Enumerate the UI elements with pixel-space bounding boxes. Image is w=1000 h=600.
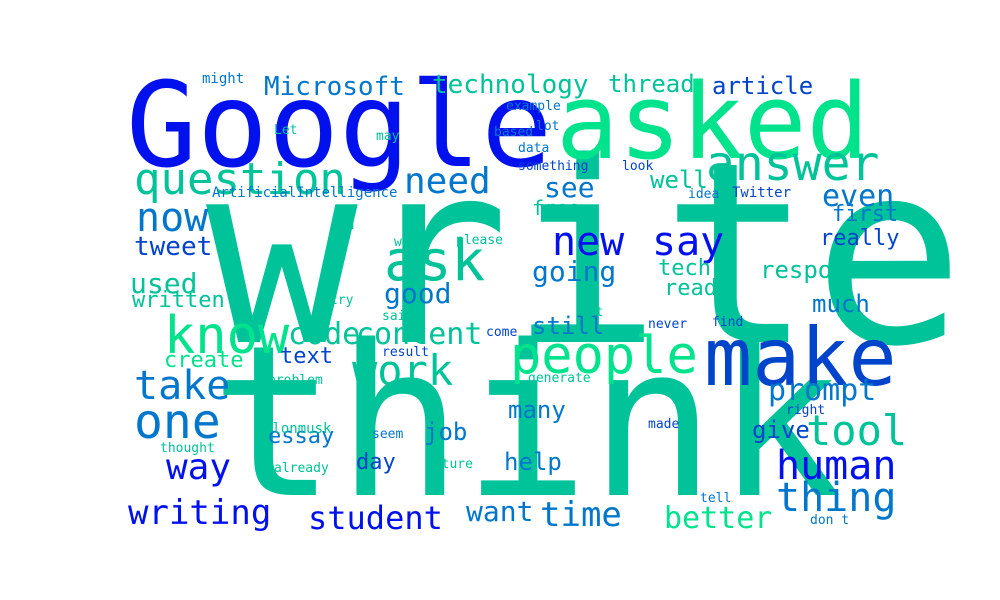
cloud-word-google: Google	[126, 56, 553, 194]
cloud-word-bot: bot	[580, 305, 604, 320]
cloud-word-don-t: don t	[810, 513, 850, 528]
cloud-word-look: look	[622, 159, 654, 174]
cloud-word-technology: technology	[432, 70, 589, 100]
cloud-word-many: many	[508, 396, 566, 424]
cloud-word-tweet: tweet	[134, 232, 213, 262]
cloud-word-based: based	[494, 125, 534, 140]
cloud-word-student: student	[308, 499, 443, 537]
cloud-word-people: people	[510, 326, 698, 386]
cloud-word-never: never	[648, 317, 688, 332]
cloud-word-come: come	[486, 325, 518, 340]
cloud-word-better: better	[664, 501, 773, 536]
cloud-word-even: even	[822, 179, 895, 214]
cloud-word-essay: essay	[268, 424, 335, 449]
cloud-word-know: know	[164, 306, 290, 366]
cloud-word-let: Let	[274, 123, 298, 138]
cloud-word-say: say	[652, 219, 725, 265]
cloud-word-time: time	[540, 495, 622, 535]
cloud-word-please: please	[456, 233, 503, 248]
cloud-word-free: free	[532, 196, 581, 220]
cloud-word-may: may	[376, 129, 400, 144]
cloud-word-writing: writing	[128, 493, 272, 533]
cloud-word-twitter: Twitter	[732, 185, 792, 201]
cloud-word-thread: thread	[608, 70, 695, 98]
cloud-word-read: read	[664, 276, 717, 301]
cloud-word-need: need	[404, 161, 491, 202]
cloud-word-response: response	[760, 256, 876, 284]
cloud-word-data: data	[518, 141, 550, 156]
cloud-word-right: right	[786, 403, 826, 418]
cloud-word-artificialintelligence: ArtificialIntelligence	[212, 185, 398, 201]
cloud-word-seem: seem	[372, 427, 404, 442]
cloud-word-answer: answer	[706, 136, 880, 192]
cloud-word-day: day	[356, 450, 396, 475]
cloud-word-think: think	[210, 300, 843, 545]
cloud-word-help: help	[504, 448, 562, 476]
cloud-word-article: article	[712, 72, 814, 100]
cloud-word-asked: asked	[556, 61, 870, 183]
cloud-word-example: example	[506, 99, 561, 114]
cloud-word-made: made	[648, 417, 680, 432]
cloud-word-tell: tell	[700, 491, 732, 506]
cloud-word-way: way	[166, 447, 232, 488]
cloud-word-might: might	[202, 71, 245, 87]
cloud-word-new: new	[552, 219, 625, 265]
cloud-word-prompt: prompt	[768, 373, 877, 408]
cloud-word-code: code	[288, 317, 361, 352]
cloud-word-want: want	[466, 495, 534, 528]
cloud-word-thought: thought	[160, 441, 215, 456]
cloud-word-create: create	[164, 348, 244, 373]
cloud-word-future: future	[426, 457, 473, 472]
cloud-word-content: content	[356, 317, 483, 352]
cloud-word-good: good	[384, 277, 452, 310]
cloud-word-really: really	[820, 226, 900, 251]
cloud-word-take: take	[134, 363, 231, 409]
cloud-word-job: job	[424, 418, 468, 446]
cloud-word-written: written	[132, 288, 225, 313]
cloud-word-lot: lot	[536, 119, 560, 134]
cloud-word-try: try	[330, 293, 354, 308]
cloud-word-tool: tool	[806, 406, 908, 455]
cloud-word-already: already	[274, 461, 329, 476]
cloud-word-still: still	[532, 312, 605, 340]
cloud-word-see: see	[544, 171, 595, 204]
cloud-word-find: find	[712, 315, 744, 330]
cloud-word-human: human	[776, 443, 897, 489]
cloud-word-said: said	[382, 309, 414, 324]
cloud-word-thing: thing	[776, 475, 897, 521]
cloud-word-result: result	[382, 345, 429, 360]
cloud-word-tech: tech	[658, 256, 711, 281]
cloud-word-idea: idea	[688, 187, 720, 202]
cloud-word-text: text	[280, 344, 333, 369]
cloud-word-u: u	[342, 210, 356, 235]
cloud-word-now: now	[136, 195, 209, 241]
cloud-word-much: much	[812, 290, 870, 318]
cloud-word-going: going	[532, 255, 617, 288]
cloud-word-ask: ask	[384, 229, 486, 294]
cloud-word-elonmusk: elonmusk	[264, 421, 332, 437]
cloud-word-question: question	[134, 154, 346, 205]
cloud-word-first: first	[832, 202, 899, 227]
cloud-word-problem: problem	[268, 373, 323, 388]
cloud-word-well: well	[650, 166, 708, 194]
cloud-word-one: one	[134, 394, 221, 450]
cloud-word-make: make	[704, 311, 897, 404]
cloud-word-write: write	[206, 109, 965, 402]
cloud-word-used: used	[130, 267, 198, 300]
cloud-word-generate: generate	[528, 371, 591, 386]
cloud-word-work: work	[352, 346, 454, 395]
cloud-word-microsoft: Microsoft	[264, 72, 405, 102]
cloud-word-something: something	[518, 159, 589, 174]
cloud-word-word: word	[394, 235, 426, 250]
cloud-word-give: give	[752, 416, 810, 444]
